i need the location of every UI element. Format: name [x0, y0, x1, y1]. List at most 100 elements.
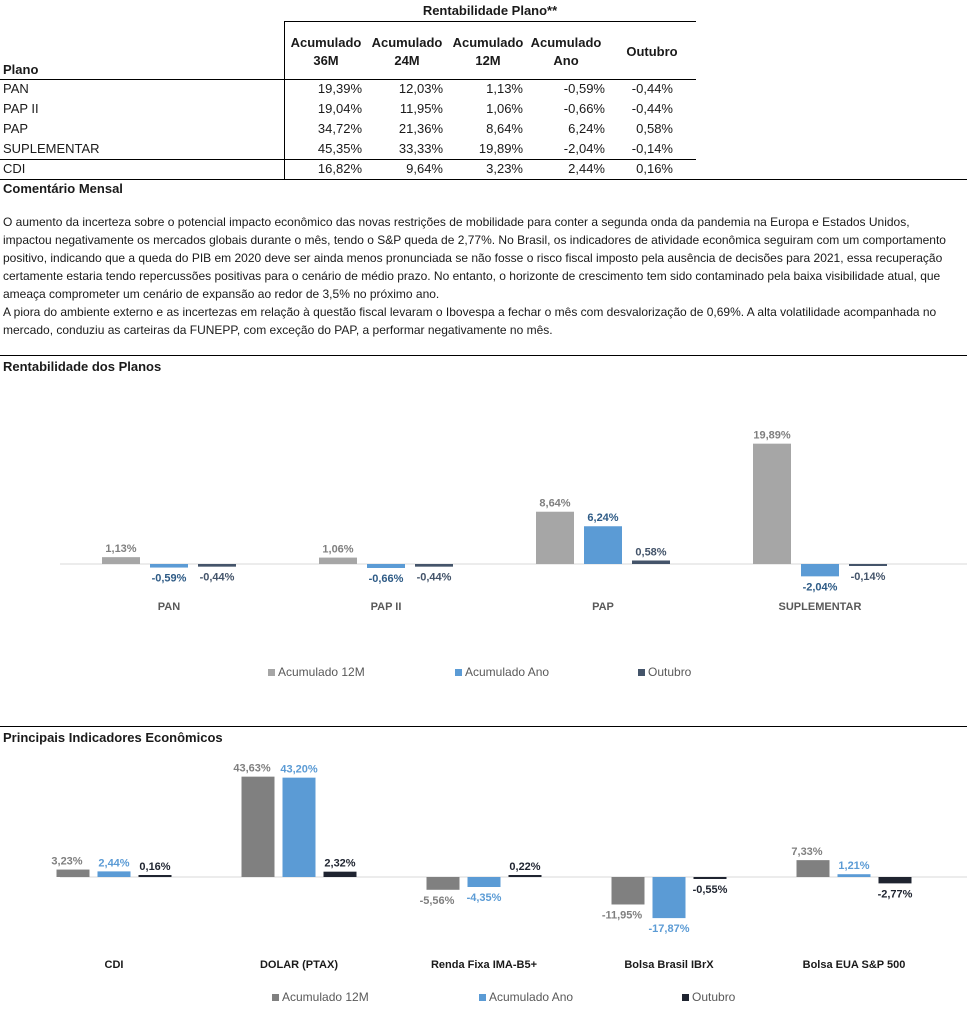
table-header-line: [0, 79, 696, 80]
category-label: Bolsa EUA S&P 500: [803, 959, 906, 971]
cell-outubro: 0,58%: [636, 121, 673, 136]
data-label: 19,89%: [753, 430, 791, 442]
data-label: -2,77%: [878, 888, 913, 900]
row-plan-name: PAN: [3, 81, 29, 96]
cell-12m: 8,64%: [486, 121, 523, 136]
legend-swatch: [268, 669, 275, 676]
bar: [693, 877, 727, 879]
table-super-line: [285, 21, 696, 22]
col-header-24m: Acumulado 24M: [367, 34, 447, 70]
cell-36m: 19,04%: [317, 101, 362, 116]
bar: [97, 871, 131, 877]
row-plan-name: PAP II: [3, 101, 39, 116]
data-label: 2,32%: [324, 858, 355, 870]
table-row: SUPLEMENTAR 45,35% 33,33% 19,89% -2,04% …: [0, 140, 700, 160]
divider-line: [0, 355, 967, 356]
cell-24m: 33,33%: [398, 141, 443, 156]
data-label: 2,44%: [98, 857, 129, 869]
col-header-line2: Ano: [553, 53, 579, 68]
legend-swatch: [272, 994, 279, 1001]
legend-label: Acumulado 12M: [278, 665, 365, 679]
legend-swatch: [455, 669, 462, 676]
bar: [753, 443, 791, 564]
cell-ano: -2,04%: [563, 141, 605, 156]
col-header-line1: Acumulado: [371, 35, 443, 50]
col-header-line1: Acumulado: [530, 35, 602, 50]
data-label: 0,16%: [139, 861, 170, 873]
legend-label: Acumulado 12M: [282, 990, 369, 1004]
data-label: 43,63%: [233, 763, 271, 775]
category-label: SUPLEMENTAR: [779, 601, 862, 613]
bar: [584, 526, 622, 564]
cell-12m: 19,89%: [478, 141, 523, 156]
cell-24m: 21,36%: [398, 121, 443, 136]
data-label: -2,04%: [803, 581, 838, 593]
data-label: -4,35%: [467, 892, 502, 904]
table-vertical-line: [284, 21, 285, 179]
table-row: PAP 34,72% 21,36% 8,64% 6,24% 0,58%: [0, 120, 700, 140]
data-label: -5,56%: [420, 895, 455, 907]
data-label: -0,59%: [152, 573, 187, 585]
data-label: 1,13%: [105, 543, 136, 555]
bar: [796, 860, 830, 877]
cell-outubro: -0,44%: [631, 101, 673, 116]
cell-36m: 16,82%: [317, 161, 362, 176]
legend-label: Acumulado Ano: [465, 665, 549, 679]
col-header-line2: 36M: [313, 53, 339, 68]
table-cdi-line: [0, 159, 696, 160]
category-label: PAP: [592, 601, 614, 613]
bar: [415, 564, 453, 567]
bar: [467, 877, 501, 888]
bar: [849, 564, 887, 566]
data-label: 0,58%: [635, 546, 666, 558]
cell-36m: 34,72%: [317, 121, 362, 136]
plans-chart: 1,13% -0,59% -0,44% PAN 1,06% -0,66% -0,44% PAP…: [60, 430, 967, 679]
bar: [241, 776, 275, 877]
bar: [367, 564, 405, 568]
category-label: PAN: [158, 601, 180, 613]
bar: [150, 564, 188, 568]
comment-body: O aumento da incerteza sobre o potencial…: [3, 213, 961, 339]
row-plan-name: SUPLEMENTAR: [3, 141, 100, 156]
plan-column-header: Plano: [3, 62, 39, 77]
cell-12m: 3,23%: [486, 161, 523, 176]
col-header-line2: 12M: [475, 53, 501, 68]
bar: [198, 564, 236, 567]
col-header-12m: Acumulado 12M: [448, 34, 528, 70]
data-label: 3,23%: [51, 856, 82, 868]
bar: [426, 877, 460, 890]
data-label: -0,44%: [417, 572, 452, 584]
cell-12m: 1,13%: [486, 81, 523, 96]
col-header-line1: Outubro: [626, 44, 678, 59]
col-header-ano: Acumulado Ano: [526, 34, 606, 70]
indicators-chart: 3,23% 2,44% 0,16% CDI 43,63% 43,20% 2,32% DOLAR…: [51, 763, 967, 1004]
table-row: PAP II 19,04% 11,95% 1,06% -0,66% -0,44%: [0, 100, 700, 120]
chart1-title: Rentabilidade dos Planos: [3, 359, 162, 374]
data-label: 1,06%: [322, 544, 353, 556]
data-label: -0,44%: [200, 572, 235, 584]
bar: [508, 875, 542, 877]
bar: [878, 877, 912, 884]
data-label: 6,24%: [587, 512, 618, 524]
data-label: -11,95%: [602, 909, 643, 921]
category-label: Renda Fixa IMA-B5+: [431, 959, 537, 971]
row-plan-name: PAP: [3, 121, 29, 136]
cell-outubro: -0,14%: [631, 141, 673, 156]
chart2-title: Principais Indicadores Econômicos: [3, 730, 223, 745]
bar: [138, 875, 172, 877]
bar: [102, 557, 140, 564]
cell-ano: -0,66%: [563, 101, 605, 116]
bar: [837, 874, 871, 877]
cell-36m: 19,39%: [317, 81, 362, 96]
cell-24m: 9,64%: [406, 161, 443, 176]
table-super-header: Rentabilidade Plano**: [422, 3, 558, 18]
cell-outubro: -0,44%: [631, 81, 673, 96]
divider-line: [0, 179, 967, 180]
data-label: 1,21%: [838, 860, 869, 872]
col-header-line1: Acumulado: [452, 35, 524, 50]
bar: [632, 560, 670, 564]
cell-ano: -0,59%: [563, 81, 605, 96]
bar: [56, 869, 90, 877]
table-row: CDI 16,82% 9,64% 3,23% 2,44% 0,16%: [0, 160, 700, 180]
cell-12m: 1,06%: [486, 101, 523, 116]
